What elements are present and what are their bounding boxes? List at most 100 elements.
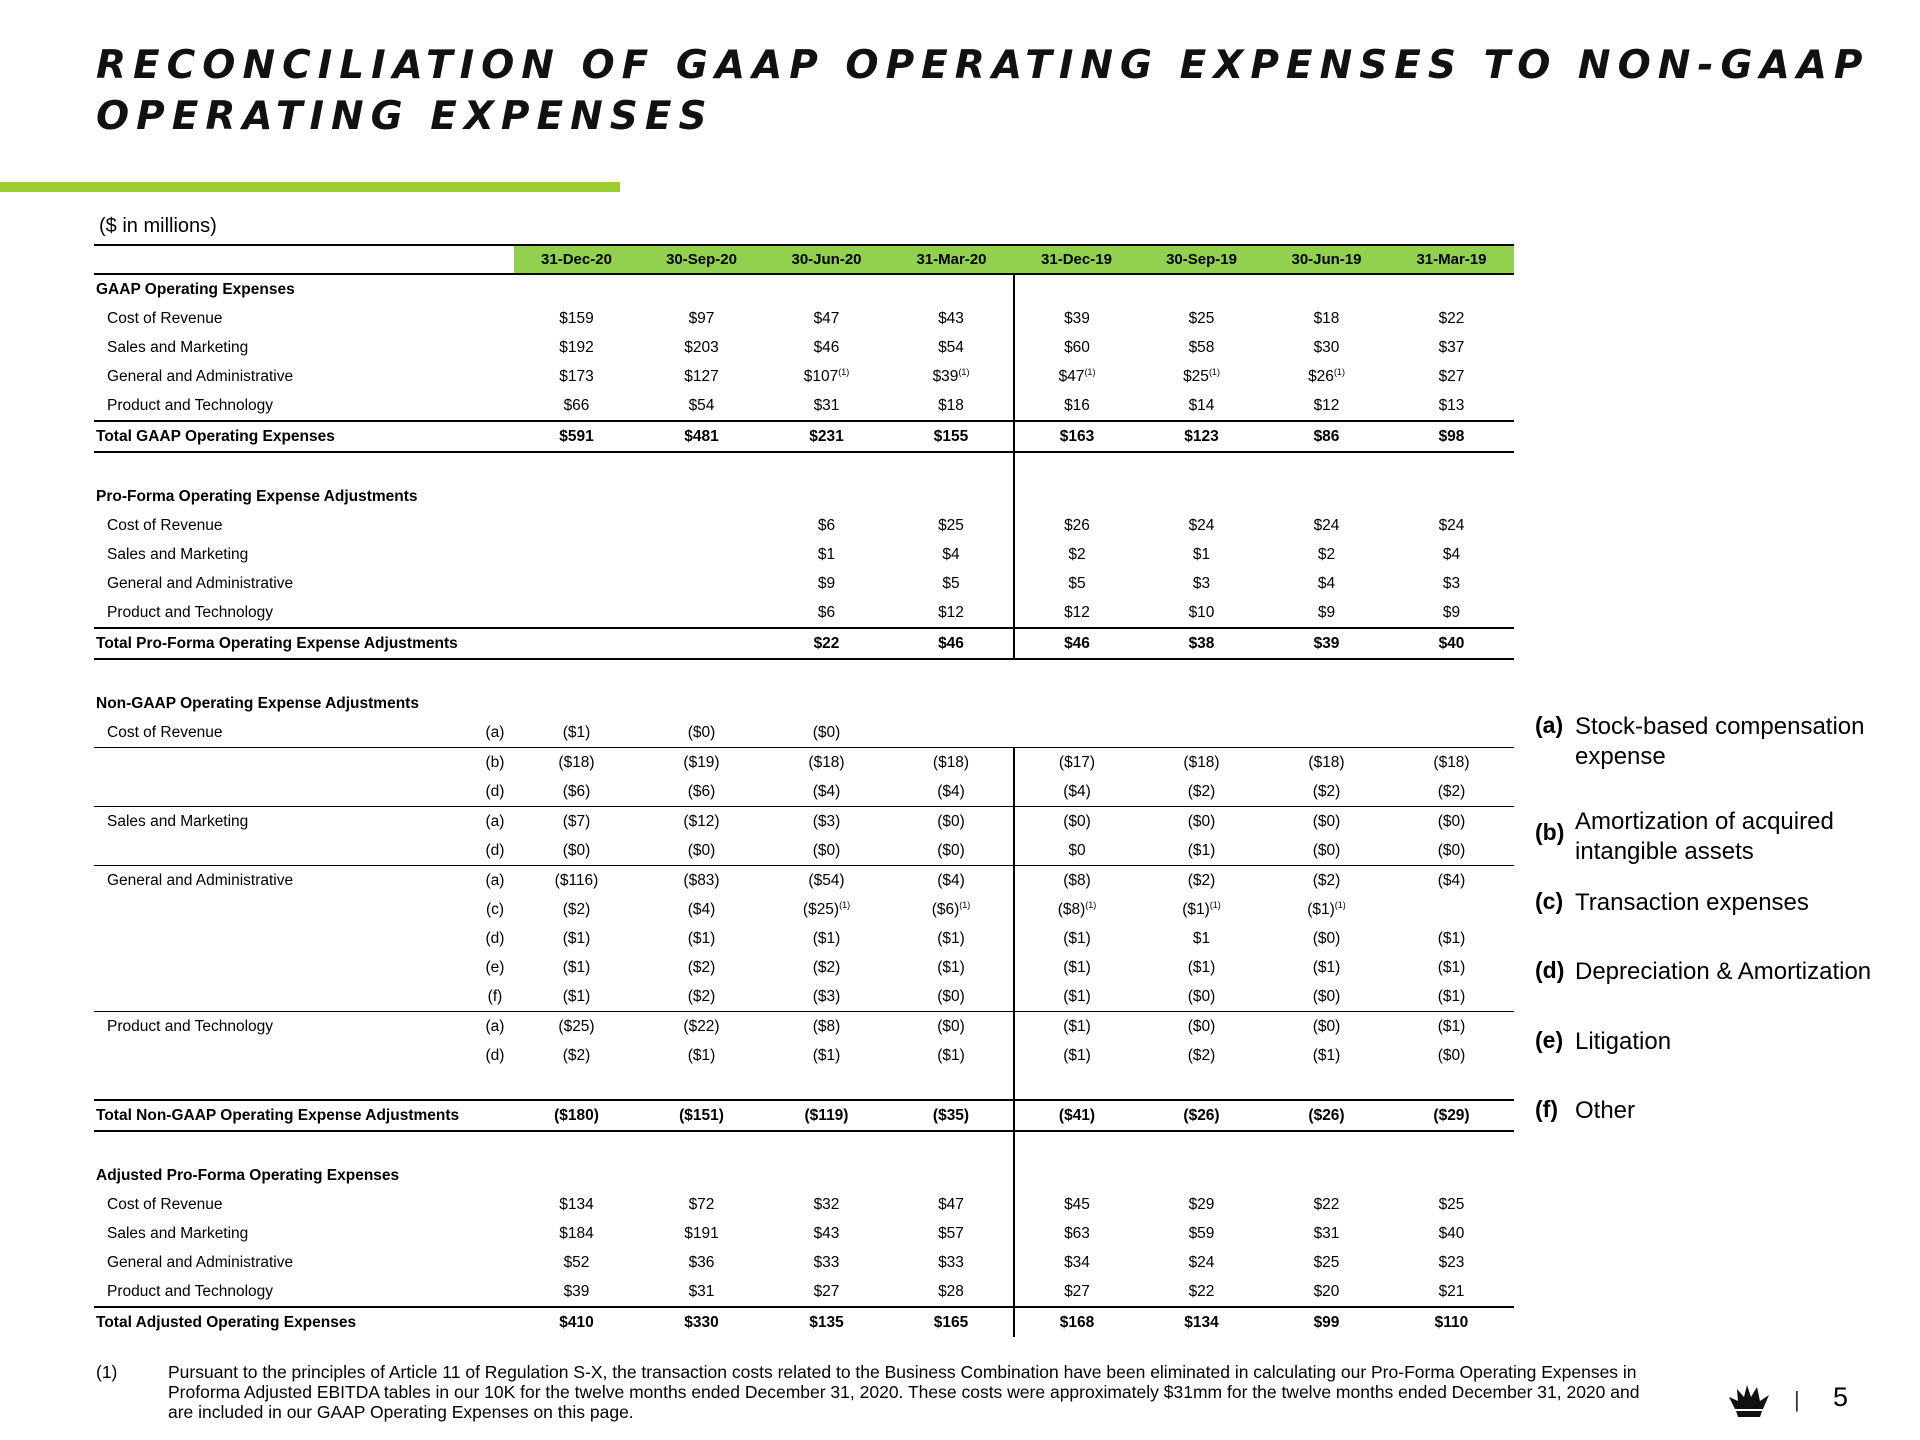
cell-value: $54: [688, 396, 715, 414]
table-row: Adjusted Pro-Forma Operating Expenses: [94, 1161, 1514, 1190]
table-cell: [1139, 452, 1264, 482]
footnote-ref: (1): [1085, 899, 1097, 910]
table-cell: ($4): [639, 895, 764, 924]
table-cell: [1014, 659, 1139, 689]
table-cell: [1013, 274, 1139, 304]
table-cell: ($7): [514, 807, 639, 837]
table-cell: [1264, 659, 1389, 689]
cell-value: $4: [1442, 545, 1461, 563]
column-header: 30-Jun-19: [1264, 244, 1389, 275]
table-cell: ($29): [1389, 1099, 1514, 1132]
row-label: [94, 895, 476, 924]
cell-value: $30: [1313, 338, 1340, 356]
cell-value: $47: [1058, 367, 1085, 385]
cell-value: ($1): [562, 723, 591, 741]
table-cell: [1264, 1161, 1389, 1190]
table-cell: [639, 511, 764, 540]
adjustment-code: [476, 304, 514, 333]
table-row: General and Administrative $9 $5 $5 $3 $4 $3: [94, 569, 1514, 598]
cell-value: ($0): [1437, 1046, 1466, 1064]
cell-value: $25: [938, 516, 964, 534]
table-cell: ($18): [514, 748, 639, 778]
cell-value: ($1): [1312, 1046, 1341, 1064]
cell-value: $4: [942, 545, 960, 563]
cell-value: $192: [559, 338, 594, 356]
footnote-ref: (1): [1333, 366, 1345, 377]
cell-value: $4: [1317, 574, 1336, 592]
table-cell: $9: [1264, 598, 1389, 628]
table-cell: [639, 540, 764, 569]
table-cell: ($0): [1139, 982, 1264, 1012]
cell-value: $40: [1438, 1224, 1465, 1242]
cell-value: ($18): [932, 753, 970, 771]
table-cell: $192: [514, 333, 639, 362]
table-cell: ($2): [1389, 777, 1514, 807]
cell-value: $134: [1184, 1313, 1219, 1331]
legend-key: (f): [1535, 1096, 1558, 1122]
table-cell: $4: [889, 540, 1014, 569]
cell-value: ($0): [687, 841, 716, 859]
table-cell: $6: [764, 511, 889, 540]
cell-value: $330: [684, 1313, 719, 1331]
table-row: Sales and Marketing $192 $203 $46 $54 $60 $58 $…: [94, 333, 1514, 362]
table-cell: ($12): [639, 807, 764, 837]
cell-value: ($2): [1437, 782, 1466, 800]
table-cell: [1139, 274, 1264, 304]
table-cell: $45: [1013, 1190, 1139, 1219]
cell-value: $31: [813, 396, 840, 414]
table-cell: $25: [889, 511, 1014, 540]
adjustment-code: [476, 1306, 514, 1337]
column-header: 31-Dec-20: [514, 244, 639, 275]
row-label: Product and Technology: [107, 1017, 274, 1035]
cell-value: $59: [1188, 1224, 1215, 1242]
table-cell: [514, 627, 639, 660]
table-cell: [1389, 1070, 1514, 1100]
page-separator: |: [1794, 1387, 1800, 1412]
cell-value: ($0): [1187, 987, 1216, 1005]
cell-value: ($0): [687, 723, 716, 741]
table-row: (e) ($1) ($2) ($2) ($1) ($1) ($1) ($1) ($1): [94, 953, 1514, 982]
table-cell: $22: [1389, 304, 1514, 333]
adjustment-code: [476, 362, 514, 391]
cell-value: $18: [938, 396, 964, 414]
adjustment-code: [476, 1070, 514, 1100]
table-row: Sales and Marketing $184 $191 $43 $57 $63 $59 $…: [94, 1219, 1514, 1248]
adjustment-code: (a): [485, 812, 505, 830]
table-cell: $24: [1264, 511, 1389, 540]
cell-value: ($0): [1312, 987, 1341, 1005]
row-label: [94, 748, 476, 778]
adjustment-code: [476, 659, 514, 689]
adjustment-code: [476, 482, 514, 511]
table-cell: $24: [1139, 1248, 1264, 1277]
cell-value: ($6): [562, 782, 591, 800]
adjustment-code: [476, 452, 514, 482]
row-label: Total Pro-Forma Operating Expense Adjust…: [94, 627, 476, 660]
table-cell: [1013, 1131, 1139, 1161]
table-row: [94, 1070, 1514, 1100]
cell-value: $9: [1442, 603, 1461, 621]
table-cell: ($8): [764, 1012, 889, 1042]
adjustment-code: [476, 511, 514, 540]
table-cell: [1389, 274, 1514, 304]
table-cell: [1389, 659, 1514, 689]
table-row: Cost of Revenue $159 $97 $47 $43 $39 $25 $18 $22: [94, 304, 1514, 333]
cell-value: ($1): [1182, 900, 1210, 918]
cell-value: ($3): [812, 812, 841, 830]
cell-value: $191: [684, 1224, 719, 1242]
table-cell: $22: [764, 627, 889, 660]
table-cell: ($1): [889, 953, 1014, 982]
adjustment-code: (d): [476, 836, 514, 866]
cell-value: $6: [817, 603, 836, 621]
cell-value: ($19): [683, 753, 720, 771]
row-label: Sales and Marketing: [107, 338, 249, 356]
table-cell: [889, 689, 1014, 718]
cell-value: ($0): [1063, 812, 1091, 830]
cell-value: $31: [688, 1282, 715, 1300]
cell-value: ($4): [1063, 782, 1091, 800]
row-label: Total Adjusted Operating Expenses: [94, 1306, 476, 1337]
table-cell: [514, 1070, 639, 1100]
row-label: Product and Technology: [107, 603, 274, 621]
table-cell: [514, 659, 639, 689]
table-cell: ($2): [1264, 777, 1389, 807]
table-row: Product and Technology $39 $31 $27 $28 $27 $22…: [94, 1277, 1514, 1307]
